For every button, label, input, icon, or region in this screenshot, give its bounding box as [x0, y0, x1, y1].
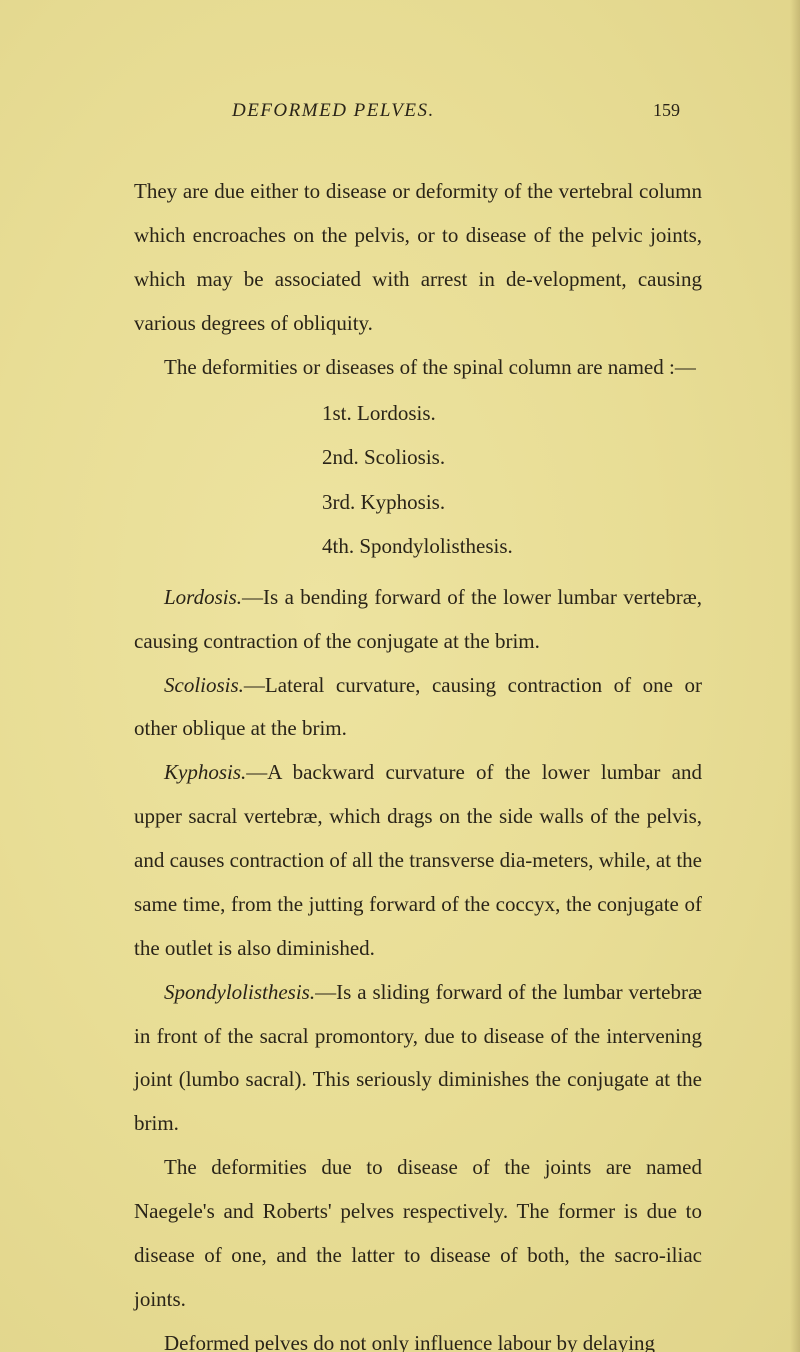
definition-label: Kyphosis.	[164, 760, 246, 784]
definition-paragraph: Scoliosis.—Lateral curvature, causing co…	[134, 664, 702, 752]
list-item: 1st. Lordosis.	[134, 391, 702, 435]
running-title: DEFORMED PELVES.	[232, 100, 435, 122]
body-paragraph: The deformities or diseases of the spina…	[134, 346, 702, 390]
definition-label: Spondylolisthesis.	[164, 980, 315, 1004]
list-item: 2nd. Scoliosis.	[134, 435, 702, 479]
page-header: DEFORMED PELVES. 159	[134, 100, 702, 122]
definition-paragraph: Kyphosis.—A backward curvature of the lo…	[134, 751, 702, 970]
body-paragraph: Deformed pelves do not only influence la…	[134, 1322, 702, 1352]
body-paragraph: The deformities due to disease of the jo…	[134, 1146, 702, 1322]
definition-label: Scoliosis.	[164, 673, 244, 697]
definition-paragraph: Spondylolisthesis.—Is a sliding forward …	[134, 971, 702, 1147]
deformities-list: 1st. Lordosis. 2nd. Scoliosis. 3rd. Kyph…	[134, 391, 702, 567]
page-edge-shadow	[790, 0, 800, 1352]
list-item: 4th. Spondylolisthesis.	[134, 524, 702, 568]
definition-label: Lordosis.	[164, 585, 242, 609]
definition-text: —A backward curvature of the lower lumba…	[134, 760, 702, 960]
book-page: DEFORMED PELVES. 159 They are due either…	[0, 0, 800, 1352]
list-item: 3rd. Kyphosis.	[134, 480, 702, 524]
definition-paragraph: Lordosis.—Is a bending forward of the lo…	[134, 576, 702, 664]
body-paragraph: They are due either to disease or deform…	[134, 170, 702, 346]
page-number: 159	[653, 100, 680, 121]
